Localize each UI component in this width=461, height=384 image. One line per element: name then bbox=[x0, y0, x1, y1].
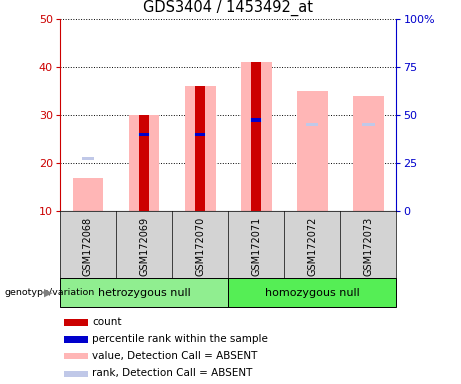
Text: GSM172068: GSM172068 bbox=[83, 217, 93, 276]
Bar bbox=[139, 115, 149, 211]
Bar bbox=[353, 96, 384, 211]
Bar bbox=[251, 63, 261, 211]
Bar bbox=[64, 336, 88, 343]
Bar bbox=[64, 353, 88, 359]
Text: GSM172070: GSM172070 bbox=[195, 217, 205, 276]
Bar bbox=[64, 319, 88, 326]
Bar bbox=[139, 133, 149, 136]
Text: GSM172072: GSM172072 bbox=[307, 217, 317, 276]
Title: GDS3404 / 1453492_at: GDS3404 / 1453492_at bbox=[143, 0, 313, 17]
Bar bbox=[72, 177, 103, 211]
Bar bbox=[195, 86, 205, 211]
Bar bbox=[362, 123, 375, 126]
Text: value, Detection Call = ABSENT: value, Detection Call = ABSENT bbox=[92, 351, 257, 361]
Bar bbox=[195, 133, 205, 136]
Text: rank, Detection Call = ABSENT: rank, Detection Call = ABSENT bbox=[92, 368, 252, 378]
Bar bbox=[194, 133, 207, 136]
Bar bbox=[138, 133, 150, 136]
Bar bbox=[185, 86, 216, 211]
Bar bbox=[129, 115, 160, 211]
Bar bbox=[64, 371, 88, 377]
Bar bbox=[250, 118, 262, 122]
Text: genotype/variation: genotype/variation bbox=[5, 288, 95, 297]
Bar bbox=[228, 278, 396, 307]
Text: ▶: ▶ bbox=[44, 288, 53, 298]
Text: GSM172071: GSM172071 bbox=[251, 217, 261, 276]
Text: count: count bbox=[92, 317, 122, 327]
Bar bbox=[251, 118, 261, 122]
Text: percentile rank within the sample: percentile rank within the sample bbox=[92, 334, 268, 344]
Text: GSM172073: GSM172073 bbox=[363, 217, 373, 276]
Text: GSM172069: GSM172069 bbox=[139, 217, 149, 276]
Bar bbox=[82, 157, 94, 160]
Bar bbox=[241, 63, 272, 211]
Bar bbox=[297, 91, 328, 211]
Text: hetrozygous null: hetrozygous null bbox=[98, 288, 190, 298]
Text: homozygous null: homozygous null bbox=[265, 288, 360, 298]
Bar bbox=[306, 123, 319, 126]
Bar bbox=[60, 278, 228, 307]
